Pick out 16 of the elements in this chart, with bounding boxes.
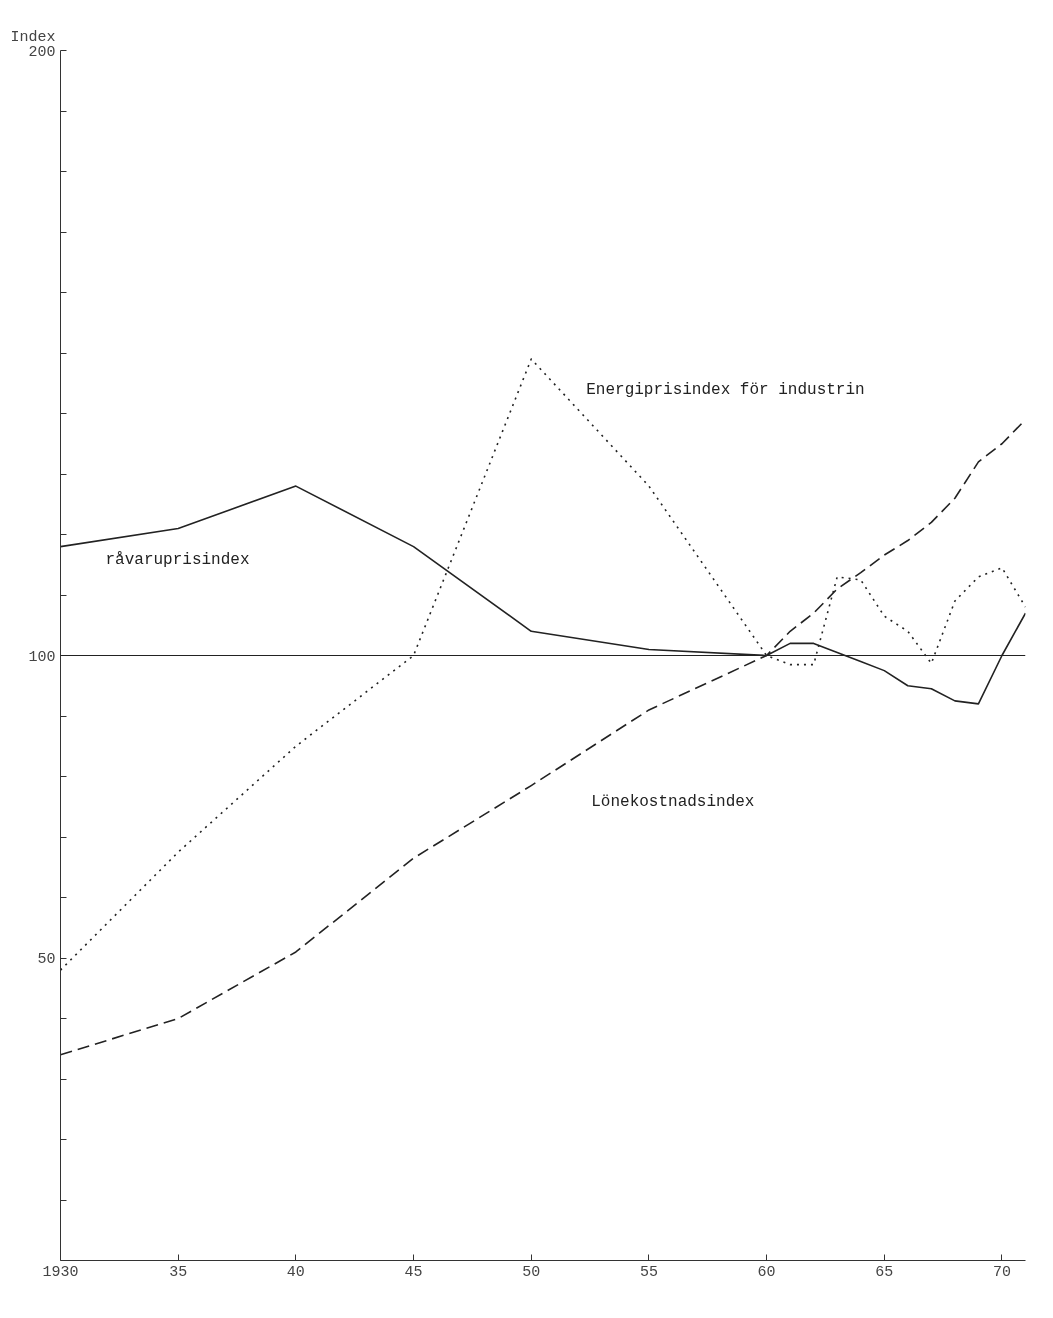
- y-tick-label: 100: [28, 648, 56, 666]
- x-tick-label: 65: [875, 1263, 894, 1281]
- x-tick-label: 55: [639, 1263, 658, 1281]
- x-tick-label: 50: [522, 1263, 541, 1281]
- x-tick-label: 40: [286, 1263, 305, 1281]
- x-tick-label: 35: [169, 1263, 188, 1281]
- text: Lönekostnadsindex: [591, 792, 755, 811]
- x-tick-label: 60: [757, 1263, 776, 1281]
- series-label: råvaruprisindex: [105, 550, 250, 569]
- y-tick-label: 200: [28, 43, 56, 61]
- y-axis-title: Index: [10, 28, 56, 46]
- series-label: Energiprisindex för industrin: [586, 381, 865, 400]
- x-tick-label: 70: [992, 1263, 1011, 1281]
- x-tick-label: 45: [404, 1263, 423, 1281]
- x-tick-label: 1930: [42, 1263, 79, 1281]
- y-tick-label: 50: [37, 951, 56, 968]
